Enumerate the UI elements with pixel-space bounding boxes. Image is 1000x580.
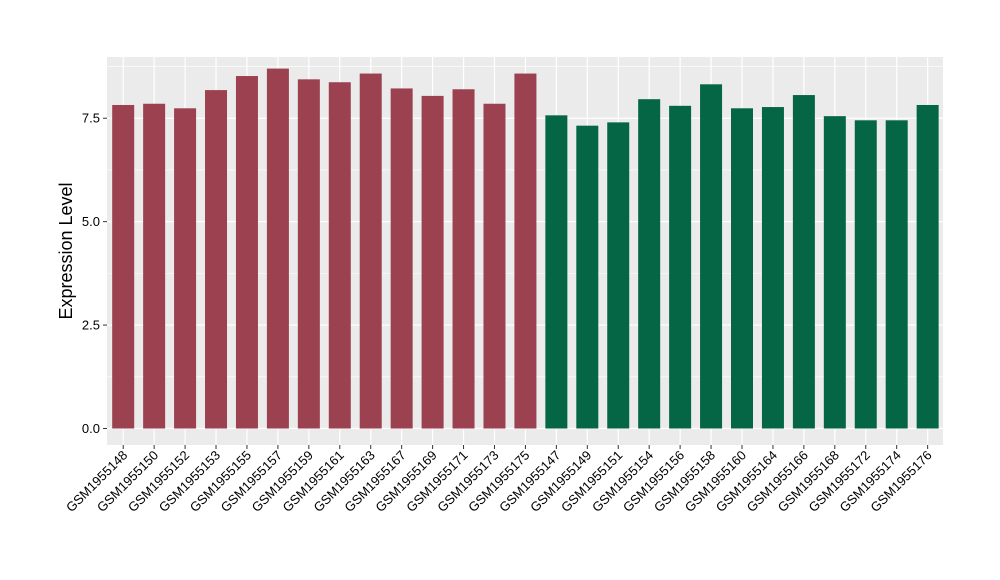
x-axis: GSM1955148GSM1955150GSM1955152GSM1955153… — [63, 445, 935, 515]
y-tick-label: 0.0 — [82, 421, 100, 436]
bar-GSM1955147 — [545, 115, 568, 429]
bar-GSM1955164 — [761, 107, 784, 429]
y-tick-label: 7.5 — [82, 111, 100, 126]
bar-GSM1955155 — [235, 76, 258, 429]
bar-GSM1955148 — [112, 104, 135, 429]
bar-GSM1955176 — [916, 104, 939, 429]
bar-GSM1955154 — [638, 99, 661, 429]
bar-GSM1955172 — [854, 120, 877, 429]
bar-GSM1955173 — [483, 103, 506, 429]
y-axis: 0.0 2.5 5.0 7.5 — [82, 111, 107, 436]
y-tick-label: 2.5 — [82, 318, 100, 333]
bar-GSM1955175 — [514, 73, 537, 429]
bar-GSM1955163 — [359, 73, 382, 429]
bar-GSM1955152 — [174, 108, 197, 429]
bar-GSM1955161 — [328, 82, 351, 429]
bar-GSM1955167 — [390, 88, 413, 429]
bar-GSM1955171 — [452, 89, 475, 429]
bar-GSM1955150 — [143, 103, 166, 429]
bars — [112, 68, 939, 429]
bar-GSM1955156 — [669, 105, 692, 429]
bar-GSM1955153 — [205, 90, 228, 429]
bar-GSM1955159 — [297, 79, 320, 429]
bar-GSM1955160 — [731, 108, 753, 429]
y-axis-title: Expression Level — [56, 182, 76, 319]
bar-GSM1955168 — [823, 116, 846, 429]
bar-GSM1955169 — [421, 95, 444, 429]
bar-GSM1955158 — [700, 84, 723, 429]
y-tick-label: 5.0 — [82, 214, 100, 229]
bar-GSM1955151 — [607, 122, 630, 429]
bar-GSM1955174 — [885, 120, 908, 429]
bar-GSM1955166 — [792, 95, 815, 429]
bar-GSM1955149 — [576, 125, 599, 429]
bar-GSM1955157 — [266, 68, 289, 429]
